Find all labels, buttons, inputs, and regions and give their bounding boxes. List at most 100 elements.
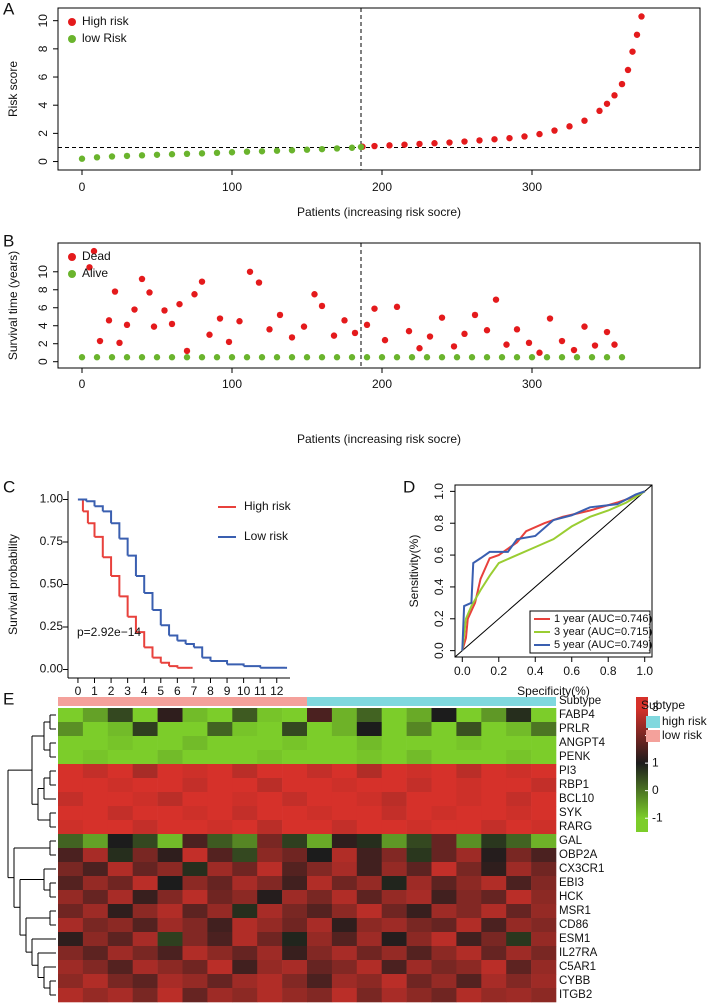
point [386,142,393,149]
heat-cell [506,862,532,877]
heat-cell [232,778,258,793]
heat-cell [232,904,258,919]
heat-cell [58,806,84,821]
heat-cell [531,960,557,975]
heat-cell [356,806,382,821]
heat-cell [331,904,358,919]
heat-cell [431,890,457,905]
heat-cell [157,848,183,863]
heat-cell [381,960,407,975]
heat-cell [282,974,308,989]
heat-cell [307,932,333,947]
heat-cell [481,946,507,961]
heat-cell [506,974,532,989]
heat-cell [282,750,308,765]
point [416,345,423,352]
heat-cell [132,792,158,807]
km-step [94,535,104,558]
point [498,354,506,361]
heat-cell [58,876,84,891]
heat-cell [307,820,333,835]
heat-cell [456,764,482,779]
heat-cell [132,974,158,989]
point [198,354,206,361]
heat-cell [257,974,283,989]
heat-cell [481,848,507,863]
heat-cell [481,960,507,975]
km-step [127,615,137,633]
heat-cell [58,834,84,849]
y-tick-label: 6 [36,304,50,311]
point [168,151,176,158]
point [288,147,296,154]
point [123,321,131,329]
heat-cell [531,750,557,765]
heat-cell [282,904,308,919]
heat-cell [157,820,183,835]
point [461,138,468,145]
point [431,140,438,147]
heat-cell [257,750,283,765]
heat-cell [456,778,482,793]
x-tick-label: 11 [254,684,267,698]
heat-cell [82,722,109,737]
point [461,330,468,338]
heat-cell [207,848,233,863]
heat-cell [257,876,283,891]
point [348,144,356,151]
km-step [243,665,262,668]
point [558,337,566,345]
heat-cell [431,862,457,877]
legend-label: low Risk [82,31,128,45]
point [138,354,146,361]
heat-cell [481,988,507,1003]
point [161,307,168,314]
x-tick-label: 200 [372,377,392,391]
y-tick-label: 1.0 [432,483,446,500]
heat-cell [431,778,457,793]
heat-cell [406,778,432,793]
heat-cell [58,848,84,863]
gene-label: RBP1 [559,779,589,791]
point [303,354,311,361]
heat-cell [82,708,109,723]
heat-cell [331,764,358,779]
heat-cell [331,946,358,961]
heat-cell [132,722,158,737]
heat-cell [232,946,258,961]
heat-cell [82,890,109,905]
point [611,92,618,99]
point [258,148,266,155]
heat-cell [257,764,283,779]
heat-cell [406,806,432,821]
heat-cell [132,918,158,933]
heat-cell [207,876,233,891]
heat-cell [132,806,158,821]
heat-cell [82,806,109,821]
heat-cell [182,736,208,751]
heat-cell [58,988,84,1003]
gene-label: FABP4 [559,709,595,721]
km-step [111,522,121,539]
point [546,315,554,322]
km-step [135,631,146,648]
heat-cell [157,974,183,989]
heat-cell [82,834,109,849]
heat-cell [307,918,333,933]
heat-cell [82,946,109,961]
heat-cell [356,946,382,961]
y-tick-label: 0.4 [432,578,446,595]
heat-cell [531,778,557,793]
heat-cell [182,792,208,807]
heat-cell [207,750,233,765]
colorbar-label: 0 [652,783,659,797]
point [225,338,233,346]
heat-cell [232,792,258,807]
heat-cell [282,848,308,863]
x-tick-label: 0.4 [527,664,544,678]
point [78,354,86,361]
heat-cell [182,722,208,737]
y-tick-label: 0.25 [40,619,64,633]
x-tick-label: 100 [222,180,242,194]
heat-cell [207,792,233,807]
